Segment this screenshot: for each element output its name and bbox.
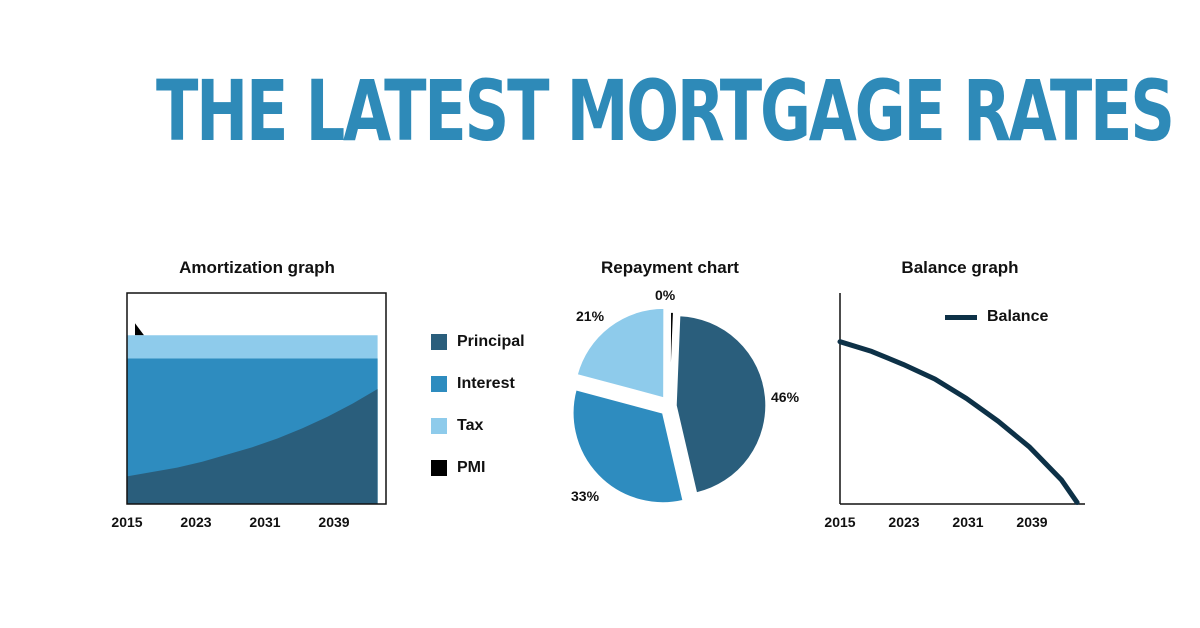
pie-label-tax: 21% (576, 308, 605, 324)
balance-title: Balance graph (901, 258, 1019, 277)
legend-label: Principal (457, 333, 525, 350)
legend-interest: Interest (431, 375, 515, 393)
pie-slice-tax (576, 307, 665, 400)
amortization-title: Amortization graph (179, 258, 335, 277)
bal-x-tick: 2039 (1016, 514, 1048, 530)
bal-x-tick: 2031 (952, 514, 984, 530)
balance-line (837, 339, 1080, 505)
amort-x-tick: 2023 (180, 514, 212, 530)
pie-slice-interest (572, 388, 685, 504)
amort-x-tick: 2031 (249, 514, 281, 530)
legend-pmi: PMI (431, 459, 485, 477)
area-pmi (135, 323, 144, 336)
pie-label-interest: 33% (571, 488, 600, 504)
amort-x-tick: 2015 (111, 514, 143, 530)
legend-swatch-interest (431, 376, 447, 392)
legend-swatch-principal (431, 334, 447, 350)
legend-line-balance (945, 314, 977, 320)
legend-balance: Balance (945, 308, 1048, 326)
bal-x-tick: 2015 (824, 514, 856, 530)
legend-tax: Tax (431, 417, 483, 435)
legend-swatch-pmi (431, 460, 447, 476)
legend-label: PMI (457, 459, 486, 476)
headline: THE LATEST MORTGAGE RATES (156, 62, 1175, 160)
repayment-title: Repayment chart (601, 258, 739, 277)
legend-principal: Principal (431, 333, 525, 351)
pie-label-principal: 46% (771, 389, 800, 405)
bal-x-tick: 2023 (888, 514, 920, 530)
pie-slice-principal (675, 314, 767, 495)
legend-label: Balance (987, 308, 1049, 325)
amort-plot-frame (126, 292, 387, 505)
pie-label-pmi: 0% (655, 287, 676, 303)
legend-label: Interest (457, 375, 515, 392)
legend-label: Tax (457, 417, 484, 434)
area-principal (127, 389, 378, 504)
legend-swatch-tax (431, 418, 447, 434)
amort-x-tick: 2039 (318, 514, 350, 530)
pie-slice-pmi (669, 311, 675, 403)
